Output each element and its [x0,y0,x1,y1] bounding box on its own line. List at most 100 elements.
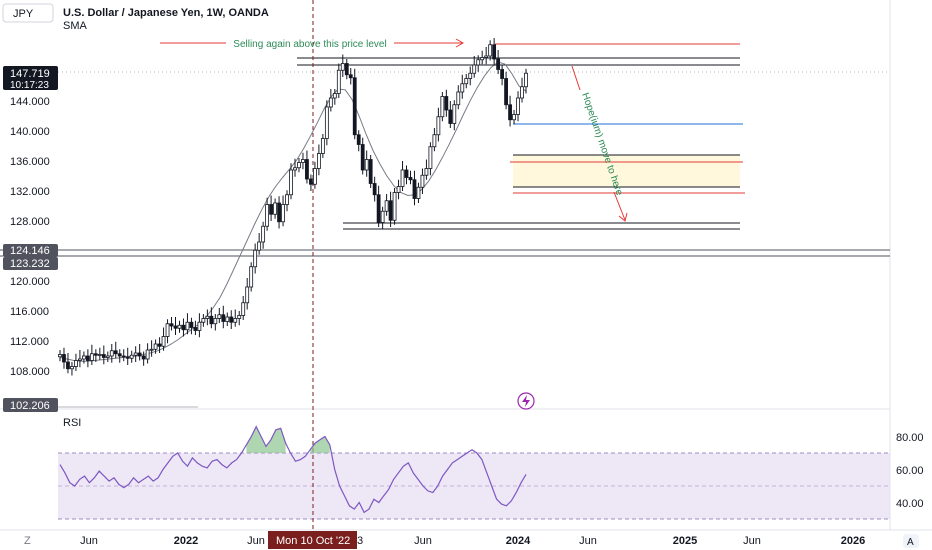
candle-body [344,63,349,76]
candle-body [197,321,202,331]
hope-arrow-start [571,65,581,91]
candle-body [464,78,469,85]
candle-body [444,96,449,111]
candle-body [476,59,481,66]
candle-body [109,350,114,357]
candle-body [340,63,345,71]
candle-body [241,302,246,316]
time-tick: Jun [80,535,98,547]
candle-body [293,167,297,171]
rsi-legend[interactable]: RSI [63,417,81,429]
candle-body [265,204,270,227]
candle-body [105,355,110,358]
symbol-button[interactable] [2,3,54,23]
candle-body [380,210,385,223]
candle-body [70,366,74,370]
time-tick: Jun [743,535,761,547]
rsi-layer [59,425,527,514]
candle-body [504,78,508,106]
candle-body [133,352,138,356]
candle-body [432,134,437,148]
candle-body [213,318,218,325]
left-price-labels: 147.719 10:17:23 124.146 123.232 102.206 [0,33,58,412]
candle-body [221,314,226,322]
candle-body [261,225,266,243]
price-tick: 112.000 [10,336,49,348]
crosshair-time-label: Mon 10 Oct '22 [276,535,350,547]
candle-body [392,192,397,221]
candle-body [285,194,289,205]
candle-body [332,93,337,99]
candle-body [201,318,206,323]
candle-body [492,44,497,60]
rsi-tick: 80.00 [896,432,924,444]
candle-body [281,204,285,223]
candle-body [348,74,353,79]
candle-body [145,349,150,360]
time-tick: Jun [414,535,432,547]
candle-body [420,174,425,188]
price-tick: 116.000 [10,306,49,318]
time-tick: 2024 [506,535,531,547]
hope-arrow-end [613,191,626,221]
candle-body [225,316,230,322]
candle-body [496,58,501,70]
candle-body [89,353,94,361]
candle-body [309,178,313,185]
candle-body [460,83,465,93]
candle-body [324,106,329,139]
selling-annotation: Selling again above this price level [160,38,465,50]
candle-body [185,321,190,331]
candle-body [448,109,453,124]
candle-body [396,186,401,193]
time-tick: Jun [579,535,597,547]
candle-body [137,352,142,357]
price-tick: 132.000 [10,186,50,198]
rsi-tick: 40.00 [896,498,924,510]
candle-body [301,159,305,163]
sma-legend[interactable]: SMA [63,20,88,32]
candle-body [360,144,365,171]
candle-body [74,360,78,367]
tick-bg [0,33,58,48]
candle-body [516,97,520,115]
auto-button[interactable]: A [907,537,914,548]
time-tick: 3 [357,535,363,547]
candle-body [320,138,325,154]
candle-body [161,336,166,347]
candle-body [524,72,528,88]
candle-body [352,77,357,136]
candle-body [273,202,277,215]
price-tick: 140.000 [10,126,50,138]
candle-body [404,169,409,178]
candle-body [484,55,489,58]
candle-body [480,57,485,61]
candle-body [169,323,174,327]
candle-body [368,159,373,184]
auto-button-bg[interactable] [903,534,919,548]
rsi-axis[interactable]: 80.00 60.00 40.00 [896,432,924,510]
candle-body [253,249,258,268]
selling-arrow-head [455,38,465,48]
current-price-label: 147.719 [10,68,50,80]
zoom-button[interactable]: Z [24,535,31,547]
candle-body [313,168,317,185]
candle-body [205,315,210,319]
candle-body [364,159,369,171]
chart-title: U.S. Dollar / Japanese Yen, 1W, OANDA [63,7,269,19]
candle-body [388,200,393,221]
candle-body [58,354,62,358]
candle-body [428,146,433,169]
candle-body [93,353,98,356]
hope-arrow-head [618,212,628,222]
candle-body [189,321,194,328]
candle-body [157,343,162,347]
candle-body [488,44,493,57]
time-axis[interactable]: Jun 2022 Jun 3 Jun 2024 Jun 2025 Jun 2026 [80,535,865,547]
candle-body [81,355,86,360]
level-badge-a [3,244,58,257]
candle-body [316,153,321,169]
candle-body [209,315,214,325]
candle-body [424,168,429,176]
